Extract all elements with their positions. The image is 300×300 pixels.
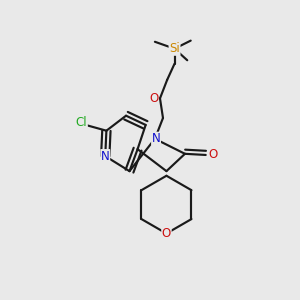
Text: N: N — [101, 150, 110, 163]
Text: O: O — [208, 148, 218, 161]
Text: Cl: Cl — [76, 116, 87, 129]
Text: O: O — [162, 227, 171, 240]
Text: O: O — [149, 92, 158, 105]
Text: Si: Si — [169, 42, 180, 55]
Text: N: N — [152, 132, 161, 145]
